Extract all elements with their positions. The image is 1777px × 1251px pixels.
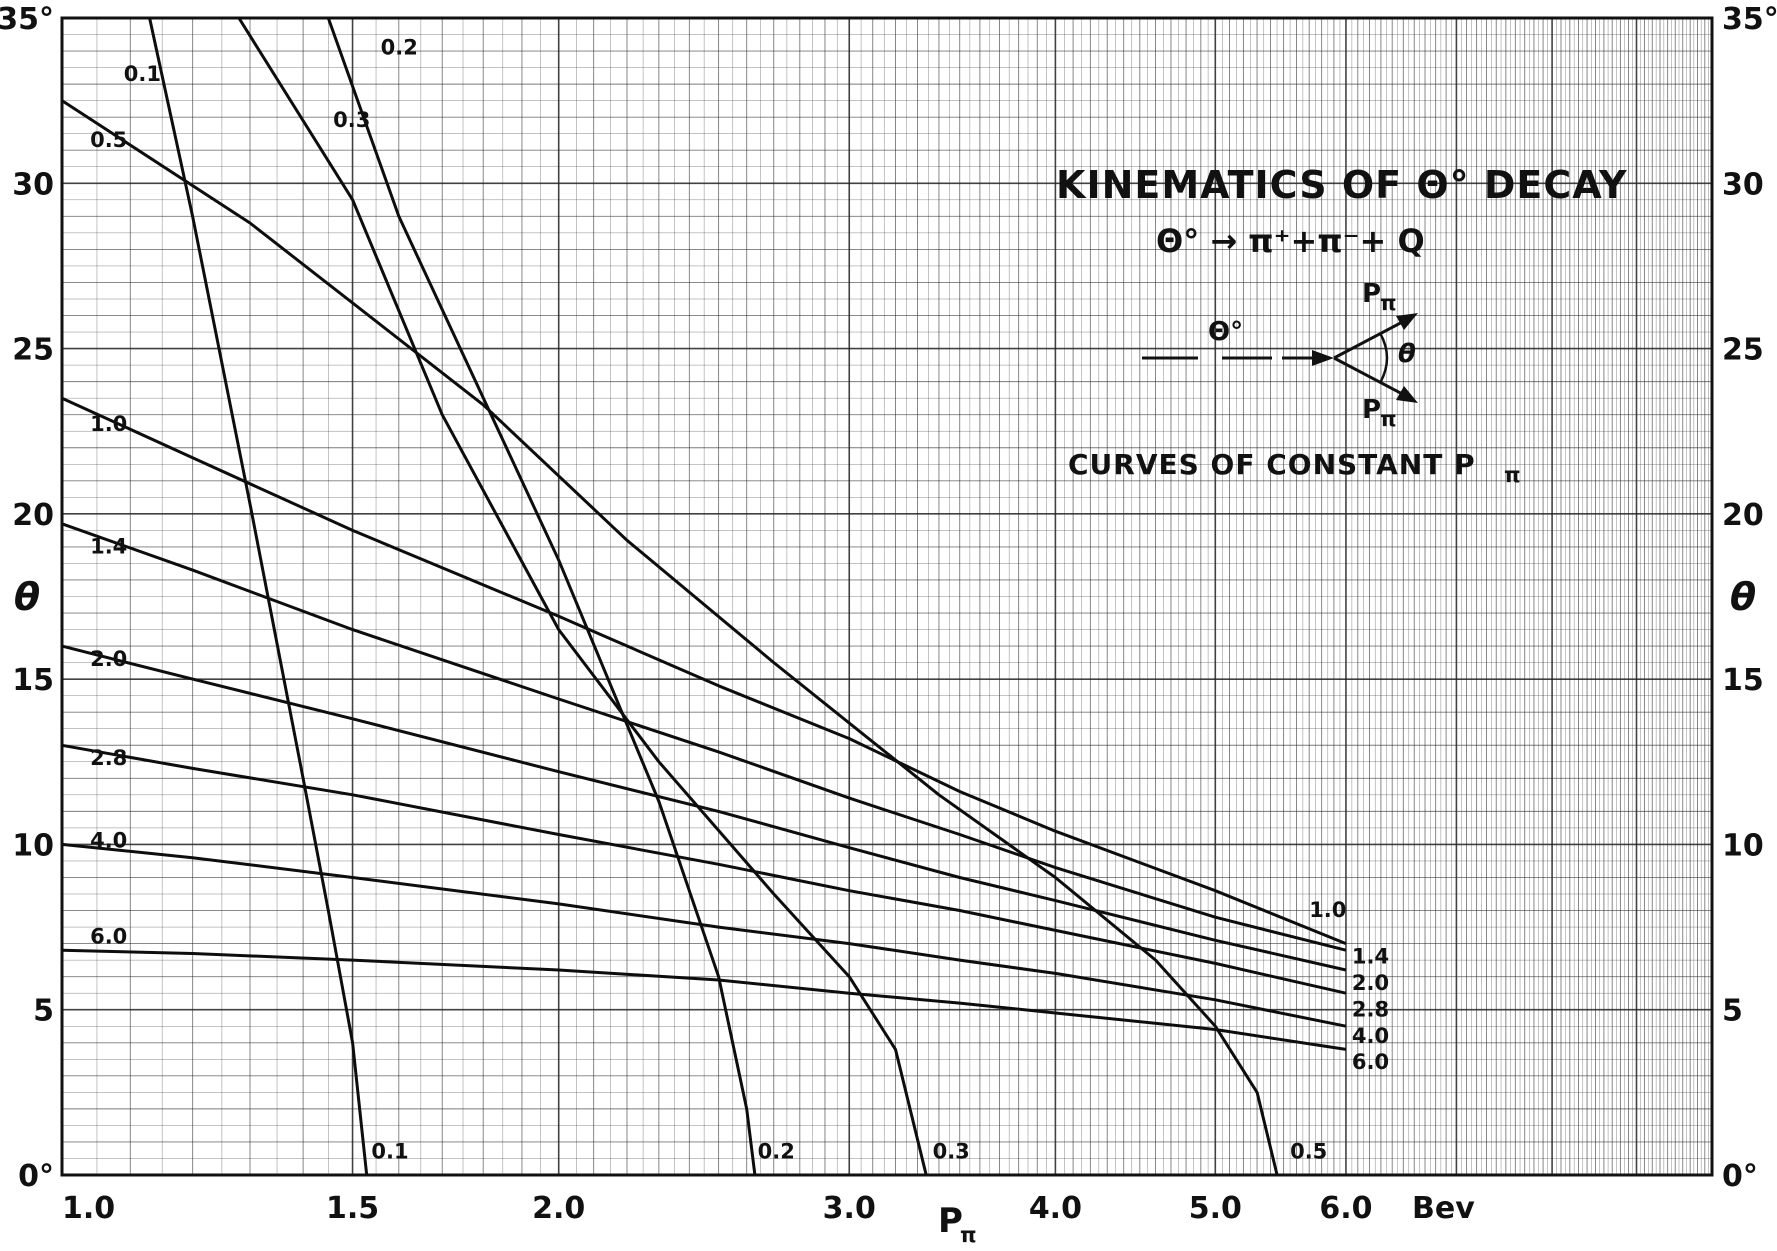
curve-label: 2.8 — [1352, 997, 1389, 1021]
curve-label: 0.3 — [933, 1139, 970, 1163]
curve-label: 0.1 — [124, 62, 161, 86]
svg-text:θ: θ — [14, 575, 40, 619]
curve-label: 4.0 — [90, 829, 127, 853]
x-tick-label: 3.0 — [823, 1191, 876, 1226]
x-tick-label: 1.0 — [62, 1191, 115, 1226]
y-tick-label-left: 30 — [12, 167, 54, 202]
chart-subtitle: Θ° → π⁺+π⁻+ Q — [1156, 222, 1425, 260]
curve-label: 1.4 — [90, 535, 127, 559]
inset-particle-label: Θ° — [1208, 317, 1243, 347]
y-tick-label-right: 30 — [1722, 167, 1764, 202]
curve-label: 0.1 — [371, 1139, 408, 1163]
curve-label: 0.3 — [333, 108, 370, 132]
angle-arc — [1378, 332, 1389, 384]
y-tick-label-right: 0° — [1722, 1159, 1758, 1194]
curve-label: 1.4 — [1352, 944, 1389, 968]
curve-p-4-0 — [61, 842, 1347, 1028]
curve-label: 2.0 — [90, 647, 127, 671]
pion-track-lower — [1333, 356, 1411, 400]
pion-arrowhead-upper — [1396, 313, 1418, 330]
curve-label: 6.0 — [90, 925, 127, 949]
y-tick-label-right: 25 — [1722, 333, 1764, 368]
x-axis-label-subscript: π — [960, 1223, 977, 1247]
chart-title: KINEMATICS OF Θ° DECAY — [1056, 163, 1628, 207]
curve-label: 0.2 — [381, 35, 418, 59]
x-axis-unit: Bev — [1412, 1191, 1475, 1226]
svg-text:θ: θ — [1730, 575, 1756, 619]
curve-label: 2.8 — [90, 746, 127, 770]
x-tick-label: 1.5 — [326, 1191, 379, 1226]
curve-label: 4.0 — [1352, 1024, 1389, 1048]
curve-p-6-0 — [61, 948, 1347, 1051]
curve-p-0-5 — [61, 99, 1279, 1176]
curve-p-2-0 — [61, 644, 1347, 972]
curve-label: 2.0 — [1352, 971, 1389, 995]
inset-angle-label: θ — [1398, 339, 1416, 369]
x-tick-label: 2.0 — [532, 1191, 585, 1226]
y-tick-label-right: 35° — [1722, 2, 1777, 37]
curve-label: 6.0 — [1352, 1050, 1389, 1074]
y-tick-label-left: 20 — [12, 498, 54, 533]
curve-label: 1.0 — [1309, 898, 1346, 922]
y-tick-label-left: 5 — [33, 994, 54, 1029]
inset-momentum-subscript-upper: π — [1380, 291, 1397, 315]
x-tick-label: 4.0 — [1029, 1191, 1082, 1226]
y-axis-label-left: θ — [14, 575, 40, 619]
curve-p-1-4 — [61, 522, 1347, 952]
inset-momentum-label-upper: P — [1362, 279, 1381, 309]
curves-caption-subscript: π — [1504, 463, 1521, 487]
curve-p-1-0 — [61, 396, 1347, 945]
decay-inset-diagram: Θ° θ P π P π — [1142, 279, 1418, 431]
curve-label: 0.2 — [758, 1139, 795, 1163]
curve-p-0-1 — [148, 17, 369, 1176]
y-tick-label-left: 25 — [12, 333, 54, 368]
curve-label: 0.5 — [1290, 1139, 1327, 1163]
inset-momentum-label-lower: P — [1362, 395, 1381, 425]
axis-ticks: 1.0 1.5 2.0 3.0 4.0 5.0 6.0 0° 0° 5 5 10 10 15 15 20 20 2… — [0, 2, 1777, 1226]
curve-label: 1.0 — [90, 412, 127, 436]
x-axis-label: P π — [938, 1201, 977, 1247]
pion-arrowhead-lower — [1396, 386, 1418, 403]
y-axis-label-right: θ — [1730, 575, 1756, 619]
curve-p-2-8 — [61, 743, 1347, 995]
curve-labels: 0.10.20.30.51.01.42.02.84.06.00.1 0.2 0.3 0… — [90, 35, 1389, 1163]
curve-series — [61, 17, 1347, 1176]
y-tick-label-left: 10 — [12, 828, 54, 863]
y-tick-label-right: 20 — [1722, 498, 1764, 533]
plot-frame — [60, 16, 1714, 1177]
inset-momentum-subscript-lower: π — [1380, 407, 1397, 431]
x-tick-label: 5.0 — [1189, 1191, 1242, 1226]
y-tick-label-right: 5 — [1722, 994, 1743, 1029]
curves-caption: CURVES OF CONSTANT P — [1068, 448, 1476, 481]
curve-p-0-2 — [326, 17, 757, 1176]
pion-track-upper — [1333, 316, 1411, 360]
x-axis-label-main: P — [938, 1201, 963, 1241]
y-tick-label-right: 15 — [1722, 663, 1764, 698]
curve-label: 0.5 — [90, 128, 127, 152]
incoming-arrowhead — [1312, 350, 1334, 366]
y-tick-label-left: 35° — [0, 2, 54, 37]
y-tick-label-left: 0° — [18, 1159, 54, 1194]
curve-p-0-3 — [237, 17, 928, 1176]
y-tick-label-right: 10 — [1722, 828, 1764, 863]
y-tick-label-left: 15 — [12, 663, 54, 698]
x-tick-label: 6.0 — [1319, 1191, 1372, 1226]
